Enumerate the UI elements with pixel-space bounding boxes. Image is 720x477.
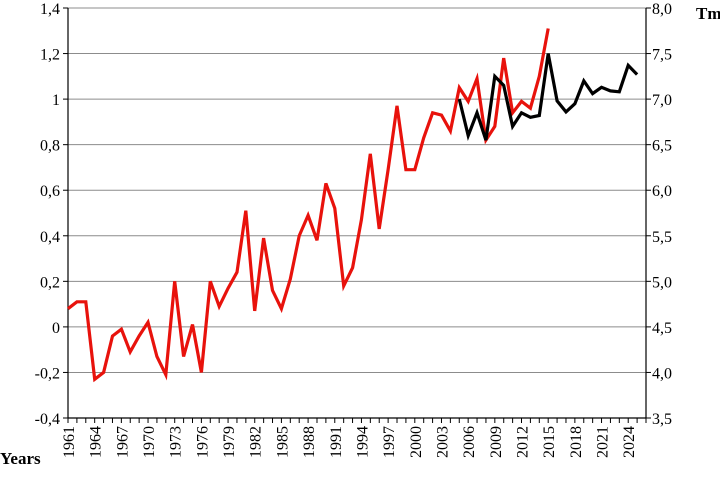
left-axis-ticks: -0,4 -0,2 0 0,2 0,4 0,6 0,8 1 1,2 1,4 [35, 1, 68, 428]
x-tick-label: 2009 [488, 426, 505, 458]
x-tick-label: 1988 [301, 426, 318, 458]
x-axis-title: Years [0, 449, 41, 468]
series-lines [67, 28, 639, 383]
x-tick-label: 1961 [61, 426, 78, 458]
right-axis-ticks: 3,5 4,0 4,5 5,0 5,5 6,0 6,5 7,0 7,5 8,0 [646, 1, 672, 428]
left-tick-label: 0,6 [40, 183, 60, 200]
x-tick-label: 2015 [541, 426, 558, 458]
right-tick-label: 5,5 [652, 229, 672, 246]
x-tick-label: 1985 [274, 426, 291, 458]
left-tick-label: 1,4 [40, 1, 60, 18]
x-tick-label: 2021 [595, 426, 612, 458]
x-tick-label: 2018 [568, 426, 585, 458]
x-tick-label: 1991 [328, 426, 345, 458]
x-tick-label: 1979 [221, 426, 238, 458]
x-tick-label: 2012 [515, 426, 532, 458]
right-tick-label: 7,5 [652, 47, 672, 64]
plot-frame [67, 8, 647, 419]
right-tick-label: 6,0 [652, 183, 672, 200]
x-tick-label: 1976 [194, 426, 211, 458]
x-tick-label: 1970 [141, 426, 158, 458]
x-tick-label: 2000 [408, 426, 425, 458]
left-tick-label: -0,4 [35, 411, 60, 428]
x-tick-label: 2006 [461, 426, 478, 458]
left-tick-label: 0,2 [40, 274, 60, 291]
right-tick-label: 7,0 [652, 92, 672, 109]
left-tick-label: 0,8 [40, 138, 60, 155]
right-tick-label: 4,0 [652, 365, 672, 382]
left-tick-label: -0,2 [35, 365, 60, 382]
right-tick-label: 3,5 [652, 411, 672, 428]
left-tick-label: 0 [52, 320, 60, 337]
x-tick-label: 1982 [248, 426, 265, 458]
right-tick-label: 8,0 [652, 1, 672, 18]
gridlines [68, 7, 646, 419]
x-tick-label: 1997 [381, 426, 398, 458]
series-line-left-axis [67, 28, 550, 383]
left-tick-label: 1 [52, 92, 60, 109]
x-tick-label: 2003 [434, 426, 451, 458]
x-tick-label: 1964 [88, 426, 105, 458]
right-tick-label: 6,5 [652, 138, 672, 155]
right-tick-label: 4,5 [652, 320, 672, 337]
x-tick-label: 1967 [114, 426, 131, 458]
left-tick-label: 1,2 [40, 47, 60, 64]
x-axis-ticks: 1961 1964 1967 1970 1973 1976 1979 1982 1985 1988… [61, 418, 647, 458]
x-tick-label: 1973 [168, 426, 185, 458]
x-tick-label: 1994 [354, 426, 371, 458]
left-tick-label: 0,4 [40, 229, 60, 246]
right-axis-title: Tm [696, 4, 720, 23]
series-line-right-axis [457, 53, 639, 141]
right-tick-label: 5,0 [652, 274, 672, 291]
x-tick-label: 2024 [621, 426, 638, 458]
